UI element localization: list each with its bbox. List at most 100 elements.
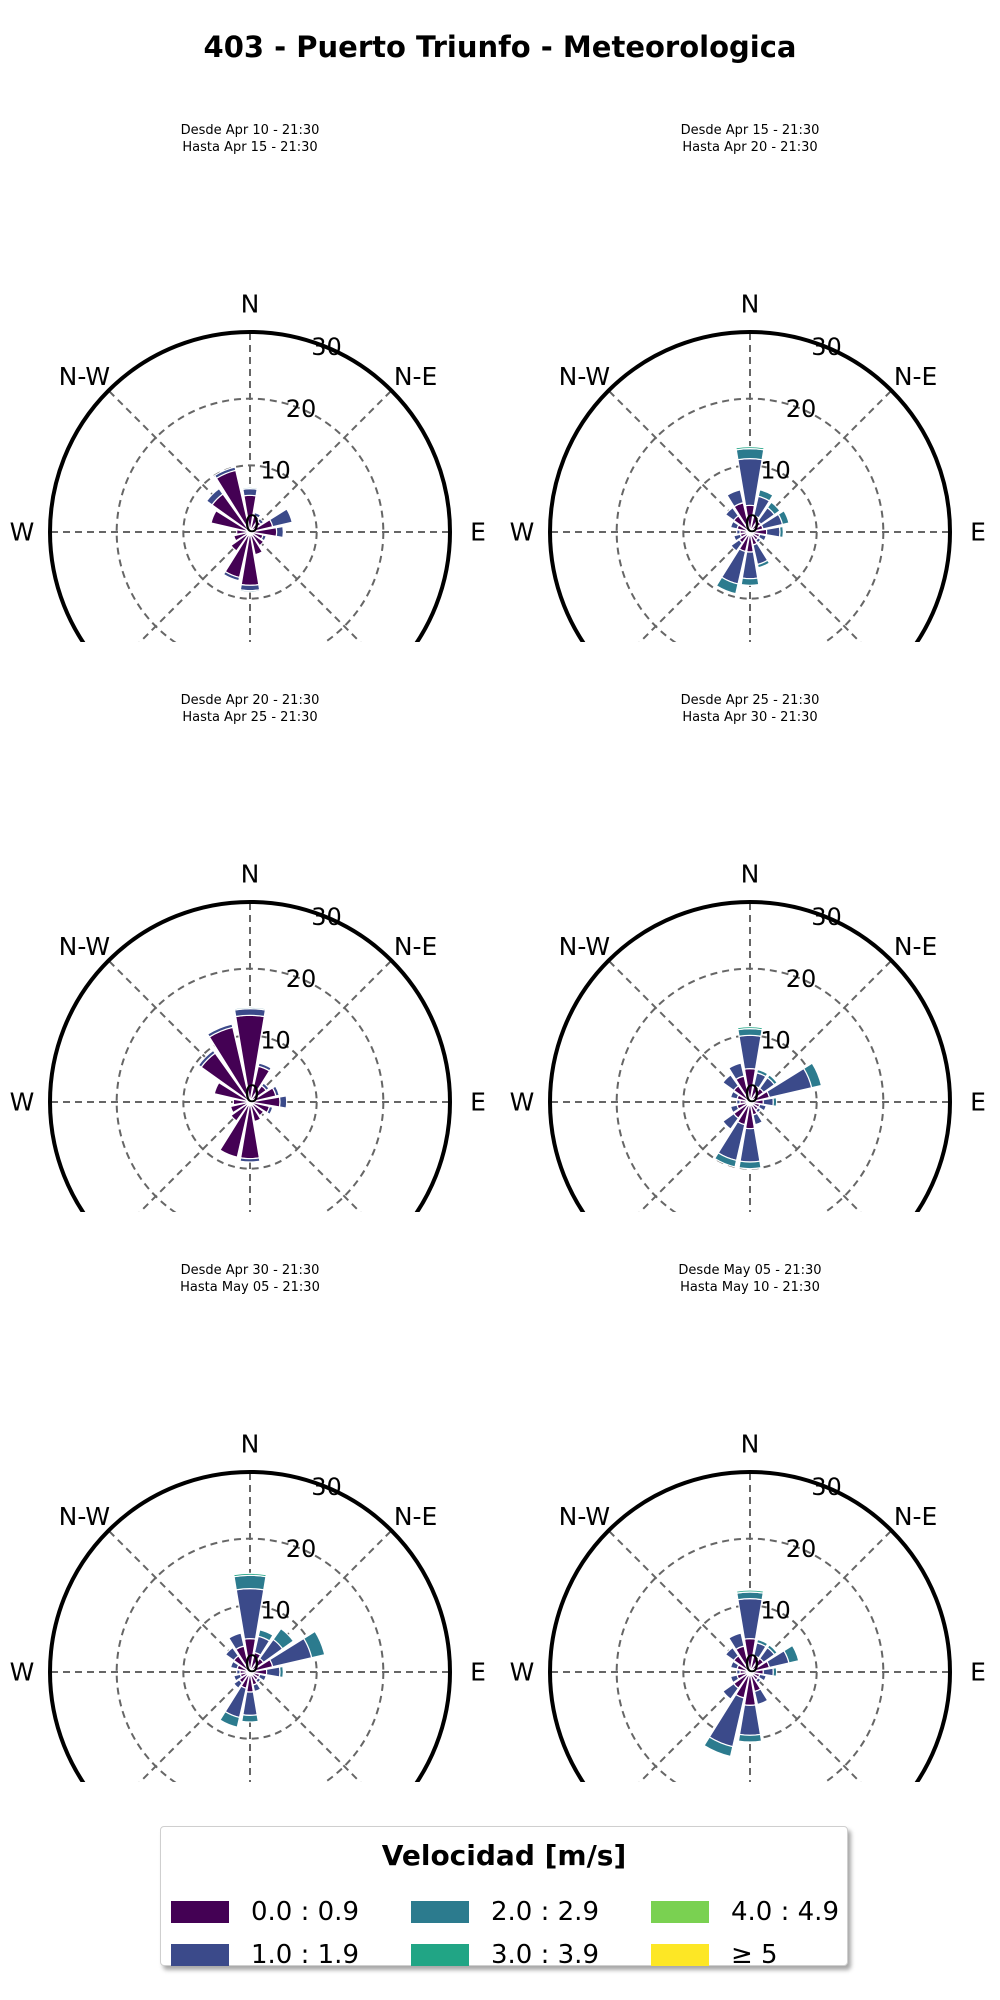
direction-label: W xyxy=(510,1088,535,1117)
windrose-bar xyxy=(249,531,264,556)
panel-subtitle: Desde Apr 15 - 21:30 Hasta Apr 20 - 21:30 xyxy=(500,122,1000,156)
legend-label-1: 1.0 : 1.9 xyxy=(251,1940,359,1970)
panel-subtitle-line: Desde Apr 10 - 21:30 xyxy=(180,123,320,138)
grid-spoke xyxy=(249,1101,362,1212)
grid-spoke xyxy=(249,1671,362,1782)
ring-label: 10 xyxy=(760,1026,791,1054)
windrose-bar xyxy=(249,1101,262,1123)
windrose-panel-0: Desde Apr 10 - 21:30 Hasta Apr 15 - 21:30… xyxy=(0,122,500,692)
direction-label: N-E xyxy=(894,1502,938,1531)
grid-spoke xyxy=(638,531,751,642)
page-title: 403 - Puerto Triunfo - Meteorologica xyxy=(203,30,797,64)
ring-label: 20 xyxy=(786,965,817,993)
ring-label: 10 xyxy=(760,1596,791,1624)
windrose-bar xyxy=(257,1629,274,1642)
ring-label: 30 xyxy=(811,1473,842,1501)
windrose-bar xyxy=(715,576,739,595)
windrose-bar xyxy=(756,559,771,569)
windrose-bar xyxy=(726,489,744,508)
legend-swatch-3 xyxy=(411,1944,469,1966)
grid-spoke xyxy=(138,1671,251,1782)
panel-subtitle-line: Hasta Apr 15 - 21:30 xyxy=(182,140,318,155)
panel-subtitle: Desde Apr 20 - 21:30 Hasta Apr 25 - 21:30 xyxy=(0,692,500,726)
panel-subtitle-line: Hasta May 05 - 21:30 xyxy=(180,1280,320,1295)
windrose-bar xyxy=(236,529,251,535)
grid-spoke xyxy=(749,959,893,1103)
direction-label: N-W xyxy=(559,932,610,961)
windrose-bar xyxy=(729,1674,740,1684)
windrose-bar xyxy=(241,1714,259,1723)
windrose-bar xyxy=(265,1666,281,1678)
windrose-bar xyxy=(754,1676,762,1684)
legend-label-3: 3.0 : 3.9 xyxy=(491,1940,599,1970)
windrose-bar xyxy=(239,589,261,593)
direction-label: N xyxy=(241,860,260,889)
legend-item-4: 4.0 : 4.9 xyxy=(651,1895,839,1929)
windrose-bar xyxy=(703,1736,734,1758)
grid-spoke xyxy=(749,389,893,533)
grid-spoke xyxy=(249,1529,393,1673)
legend-swatch-0 xyxy=(171,1901,229,1923)
panel-subtitle-line: Desde Apr 20 - 21:30 xyxy=(180,693,320,708)
direction-label: E xyxy=(470,1658,486,1687)
windrose-bar xyxy=(219,1710,241,1728)
windrose-bar xyxy=(738,1704,762,1736)
windrose-bar xyxy=(766,501,781,516)
windrose-bar xyxy=(753,1688,769,1706)
windrose-bar xyxy=(260,534,267,542)
direction-label: N-E xyxy=(394,1502,438,1531)
windrose-bar xyxy=(727,1062,745,1081)
grid-spoke xyxy=(749,1529,893,1673)
windrose-bar xyxy=(256,517,265,526)
legend-label-2: 2.0 : 2.9 xyxy=(491,1897,599,1927)
direction-label: W xyxy=(10,1658,35,1687)
windrose-bar xyxy=(233,1574,267,1591)
windrose-bar xyxy=(233,1673,243,1682)
direction-label: E xyxy=(970,518,986,547)
direction-label: N-W xyxy=(559,362,610,391)
grid-spoke xyxy=(107,1529,251,1673)
direction-label: N-E xyxy=(394,932,438,961)
windrose-bar xyxy=(227,1632,245,1651)
windrose-bar xyxy=(271,1085,280,1097)
windrose-bar xyxy=(802,1062,823,1089)
direction-label: N-E xyxy=(894,362,938,391)
grid-spoke xyxy=(607,389,751,533)
grid-spoke xyxy=(107,959,251,1103)
direction-label: N xyxy=(741,1430,760,1459)
ring-label: 0 xyxy=(744,510,759,538)
windrose-bar xyxy=(735,446,765,451)
legend: Velocidad [m/s] 0.0 : 0.9 1.0 : 1.9 2.0 … xyxy=(160,1826,848,1970)
windrose-bar xyxy=(210,509,251,533)
windrose-bar xyxy=(253,511,262,519)
windrose-bar xyxy=(756,1068,769,1078)
panel-subtitle-line: Hasta Apr 20 - 21:30 xyxy=(682,140,818,155)
grid-spoke xyxy=(638,1101,751,1212)
windrose-bar xyxy=(230,1101,251,1122)
windrose-panel-2: Desde Apr 20 - 21:30 Hasta Apr 25 - 21:30… xyxy=(0,692,500,1262)
panel-subtitle-line: Hasta Apr 30 - 21:30 xyxy=(682,710,818,725)
direction-label: N xyxy=(241,290,260,319)
windrose-panel-4: Desde Apr 30 - 21:30 Hasta May 05 - 21:30… xyxy=(0,1262,500,1832)
windrose-bar xyxy=(257,1673,267,1682)
direction-label: N-W xyxy=(59,1502,110,1531)
windrose-bar xyxy=(730,538,744,552)
direction-label: N-W xyxy=(59,932,110,961)
panel-subtitle-line: Desde Apr 15 - 21:30 xyxy=(680,123,820,138)
windrose-bar xyxy=(713,1152,738,1168)
windrose-bar xyxy=(738,1160,762,1170)
grid-spoke xyxy=(749,531,862,642)
direction-label: N-E xyxy=(394,362,438,391)
windrose-panel-1: Desde Apr 15 - 21:30 Hasta Apr 20 - 21:30… xyxy=(500,122,1000,692)
ring-label: 20 xyxy=(786,1535,817,1563)
ring-label: 30 xyxy=(811,903,842,931)
windrose-bar xyxy=(736,1099,741,1105)
direction-label: N-W xyxy=(559,1502,610,1531)
legend-title: Velocidad [m/s] xyxy=(381,1839,627,1872)
ring-label: 20 xyxy=(286,965,317,993)
windrose-bar xyxy=(783,1644,800,1664)
ring-label: 30 xyxy=(811,333,842,361)
direction-label: N-E xyxy=(894,932,938,961)
